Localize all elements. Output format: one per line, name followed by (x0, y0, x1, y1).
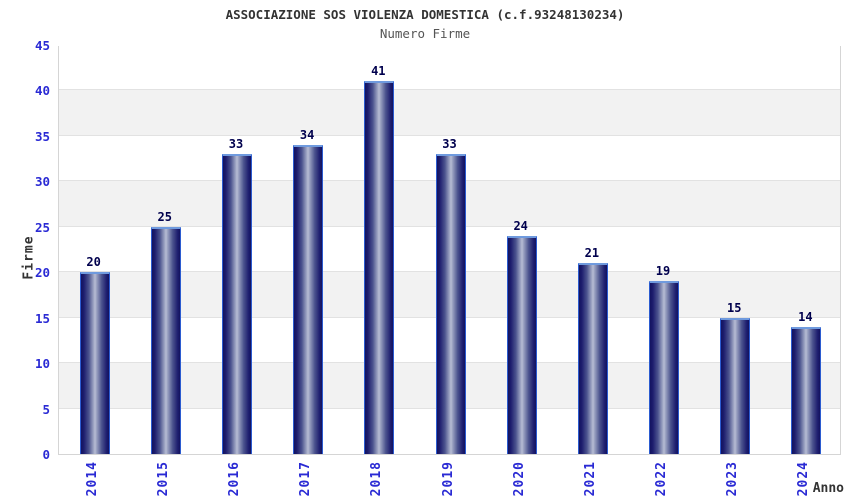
x-tick-label-2024: 2024 (796, 461, 812, 497)
bar-value-label: 20 (86, 255, 101, 270)
bar-value-label: 21 (584, 246, 600, 261)
bar-2022 (649, 281, 680, 454)
bar-2016 (221, 154, 252, 454)
y-tick-label: 25 (34, 219, 50, 235)
y-tick-label: 20 (34, 265, 50, 281)
bar-value-label: 33 (228, 137, 244, 152)
y-tick-label: 30 (34, 174, 50, 190)
bar-2018 (364, 81, 395, 454)
bar-2023 (720, 317, 751, 454)
x-tick-label-2023: 2023 (725, 461, 741, 497)
bar-value-label: 19 (655, 264, 671, 279)
chart-title: ASSOCIAZIONE SOS VIOLENZA DOMESTICA (c.f… (225, 7, 625, 22)
x-tick-label-2016: 2016 (226, 461, 242, 497)
y-tick-label: 45 (34, 38, 50, 53)
bar-value-label: 41 (371, 64, 386, 79)
chart-subtitle: Numero Firme (379, 26, 471, 41)
bar-2024 (791, 326, 822, 454)
bar-value-label: 34 (299, 127, 315, 142)
bar-2014 (79, 272, 110, 454)
x-tick-label-2015: 2015 (155, 461, 171, 497)
bar-2017 (293, 144, 324, 454)
plot-band (59, 90, 840, 136)
gridline (59, 134, 840, 136)
bar-2021 (577, 263, 608, 454)
bar-2020 (506, 235, 537, 454)
y-tick-label: 40 (34, 83, 50, 99)
bar-value-label: 25 (157, 209, 172, 224)
x-tick-label-2020: 2020 (511, 461, 527, 497)
x-tick-label-2019: 2019 (440, 461, 456, 497)
x-tick-label-2018: 2018 (369, 461, 385, 497)
x-axis-title: Anno (812, 481, 844, 496)
y-tick-label: 15 (34, 310, 50, 326)
bar-2015 (150, 226, 181, 454)
bar-value-label: 33 (442, 137, 457, 152)
x-tick-label-2014: 2014 (84, 461, 100, 497)
x-tick-label-2022: 2022 (654, 461, 670, 497)
bar-value-label: 24 (513, 218, 528, 233)
bar-value-label: 15 (726, 300, 742, 315)
bar-2019 (435, 154, 466, 454)
gridline (59, 89, 840, 91)
y-tick-label: 5 (42, 401, 50, 417)
x-tick-label-2021: 2021 (582, 461, 598, 497)
bar-value-label: 14 (798, 309, 813, 324)
x-tick-label-2017: 2017 (298, 461, 314, 497)
y-tick-label: 0 (42, 447, 50, 462)
plot-band (59, 45, 840, 91)
plot-area (58, 45, 841, 455)
y-tick-label: 10 (34, 356, 50, 372)
y-tick-label: 35 (34, 128, 50, 144)
